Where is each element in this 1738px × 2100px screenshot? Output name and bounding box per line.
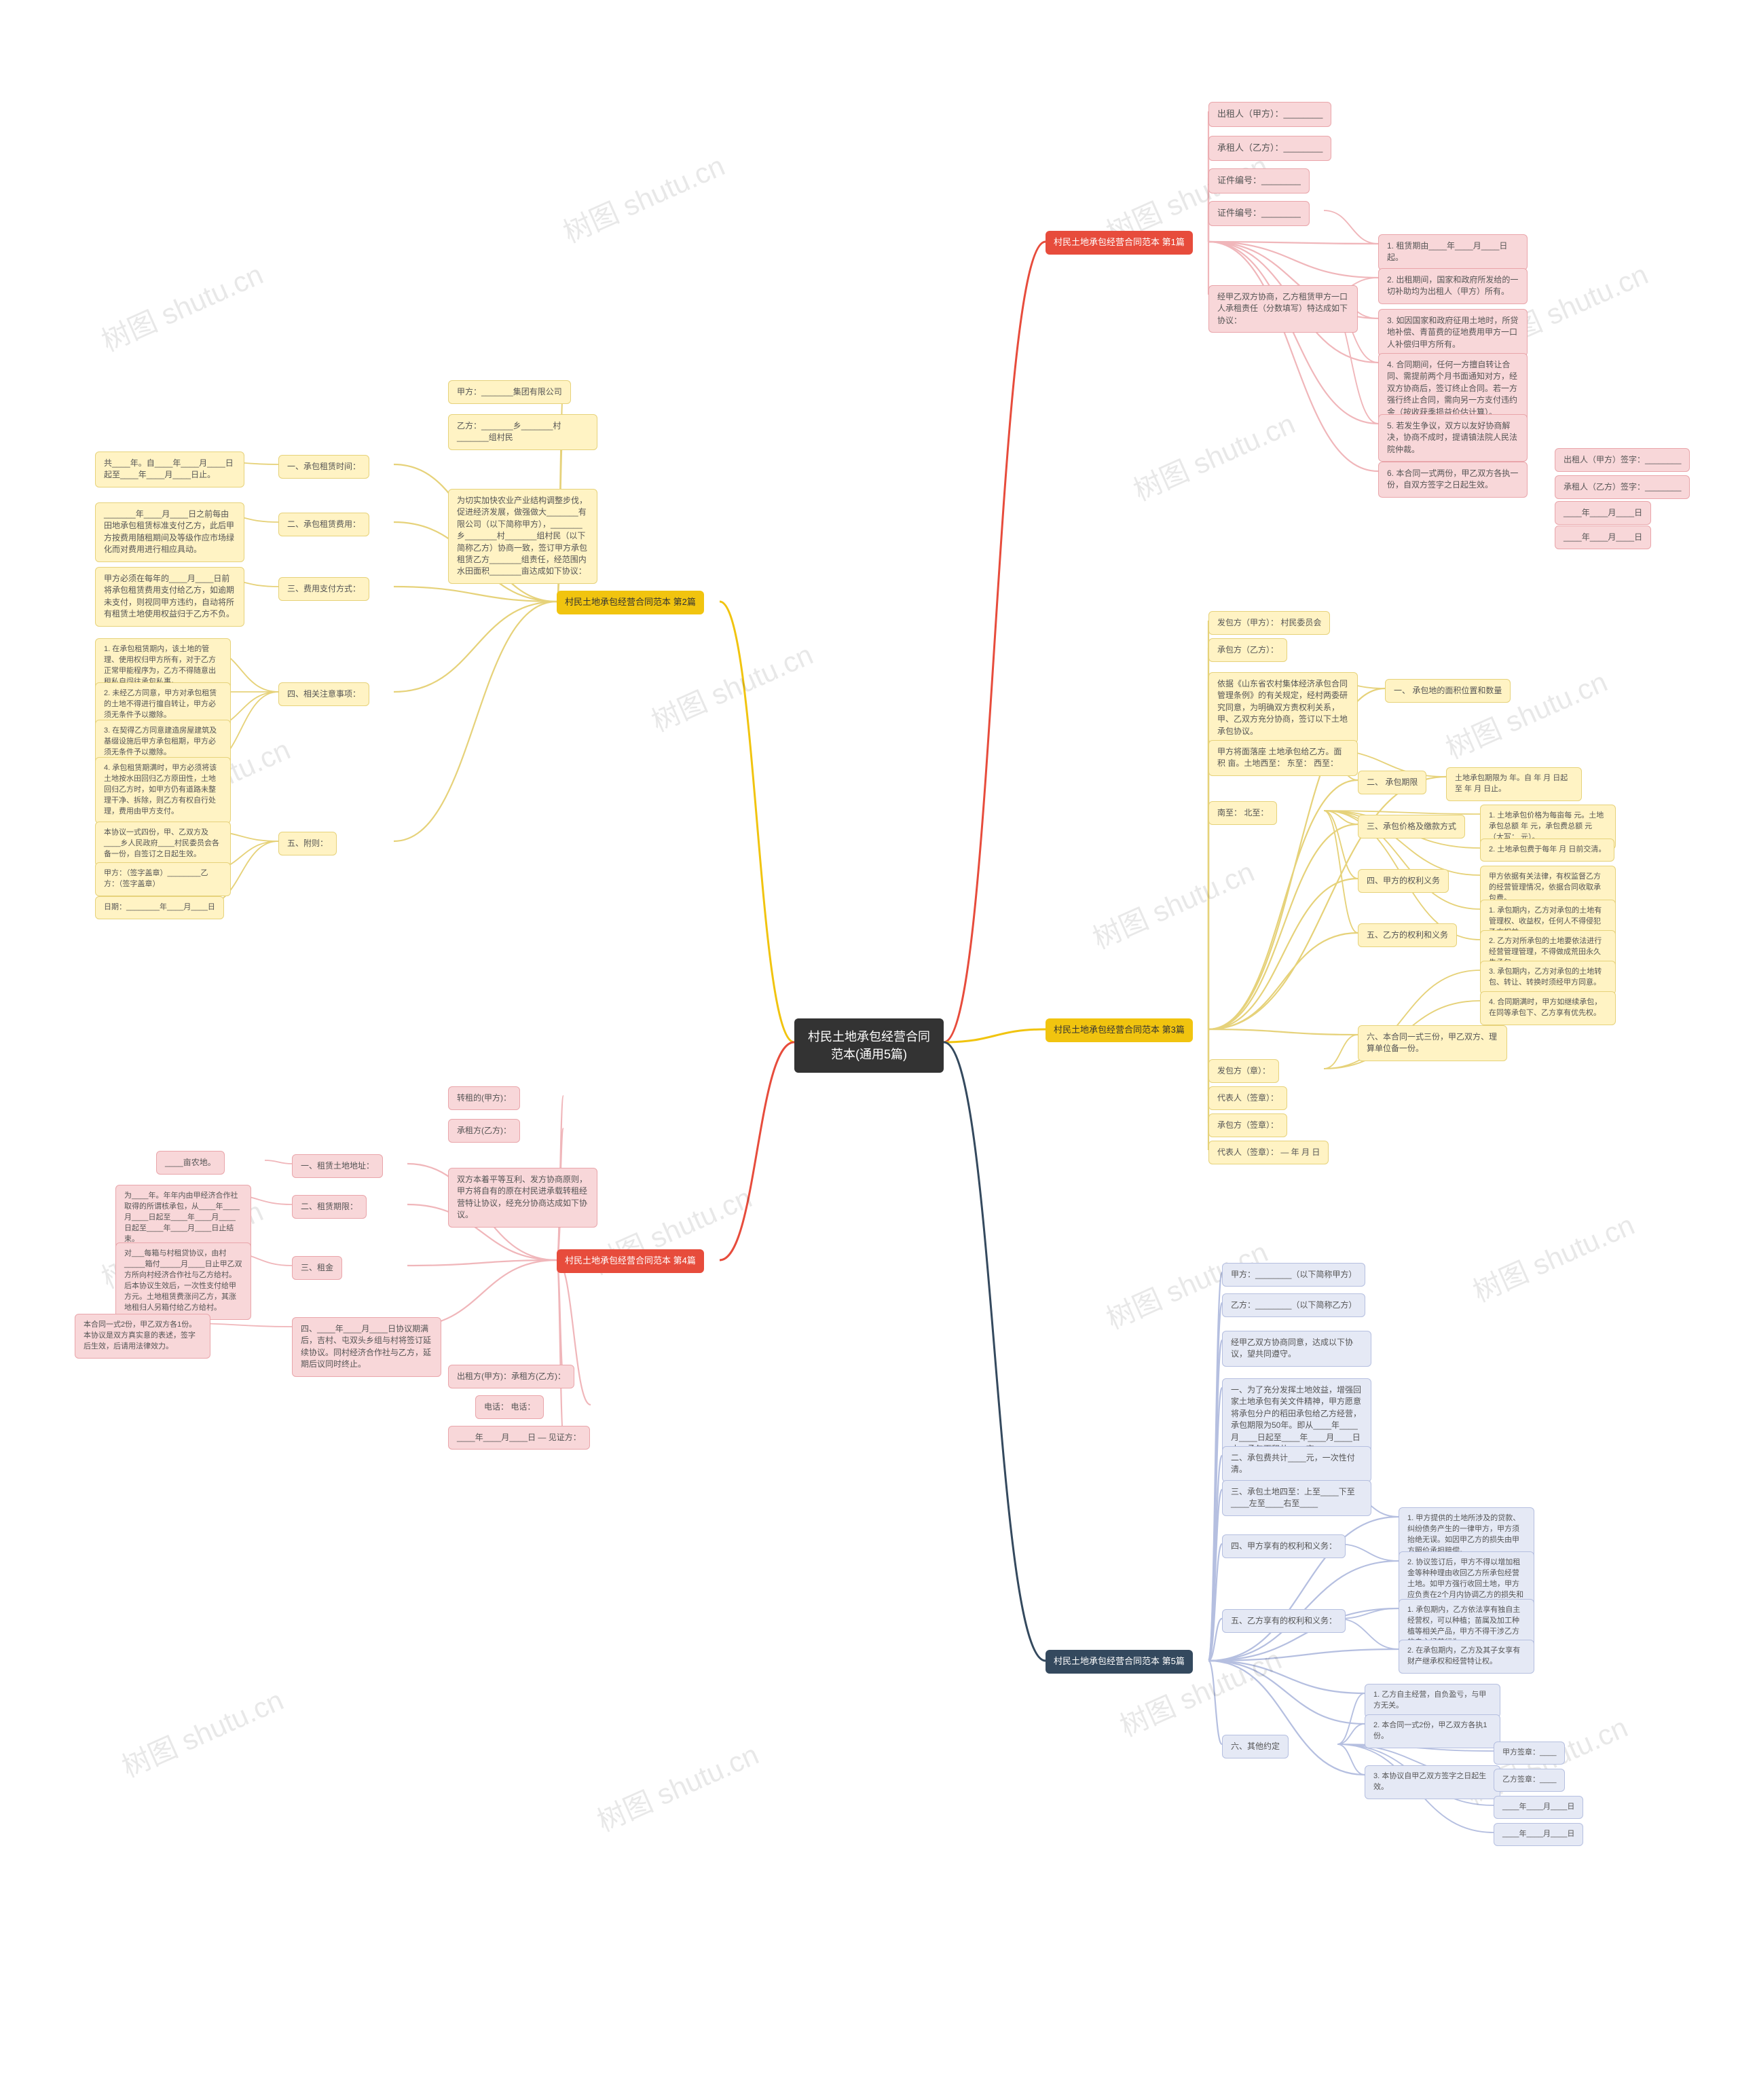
branch-title-1: 村民土地承包经营合同范本 第1篇 — [1046, 231, 1193, 255]
node-3-17: 4. 合同期满时，甲方如继续承包，在同等承包下、乙方享有优先权。 — [1480, 991, 1616, 1025]
node-3-7: 土地承包期限为 年。自 年 月 日起至 年 月 日止。 — [1446, 767, 1582, 801]
node-4-6: 为____年。年年内由甲经济合作社取得的所谓核承包，从____年____月___… — [115, 1185, 251, 1251]
node-5-15: 3. 本协议自甲乙双方签字之日起生效。 — [1365, 1765, 1500, 1799]
node-3-22: 代表人（签章）： — 年 月 日 — [1208, 1141, 1329, 1164]
node-3-6: 二、 承包期限 — [1358, 771, 1426, 794]
node-5-2: 经甲乙双方协商同意，达成以下协议，望共同遵守。 — [1222, 1331, 1371, 1367]
node-3-19: 发包方（章）： — [1208, 1059, 1279, 1083]
node-2-3: 一、承包租赁时间： — [278, 455, 369, 479]
node-4-5: 二、租赁期限： — [292, 1195, 367, 1219]
node-1-6: 2. 出租期间，国家和政府所发给的一切补助均为出租人（甲方）所有。 — [1378, 268, 1528, 304]
node-4-9: 四、____年____月____日协议期满后，吉村、屯双头乡组与村将签订延续协议… — [292, 1317, 441, 1377]
node-5-19: ____年____月____日 — [1494, 1823, 1583, 1846]
node-4-10: 本合同一式2份，甲乙双方各1份。本协议是双方真实意的表述，签字后生效，后请用法律… — [75, 1314, 210, 1359]
node-4-4: ____亩农地。 — [156, 1151, 225, 1175]
node-2-5: 二、承包租赁费用： — [278, 513, 369, 536]
node-3-13: 五、乙方的权利和义务 — [1358, 923, 1457, 947]
node-1-0: 出租人（甲方）：________ — [1208, 102, 1331, 127]
node-2-14: 五、附则： — [278, 832, 337, 855]
node-3-1: 承包方（乙方）： — [1208, 638, 1287, 662]
node-3-5: 南至： 北至： — [1208, 801, 1277, 825]
node-3-0: 发包方（甲方）： 村民委员会 — [1208, 611, 1330, 635]
node-4-13: ____年____月____日 — 见证方： — [448, 1426, 590, 1450]
node-2-13: 4. 承包租赁期满时，甲方必须将该土地按水田回归乙方原田性，土地回归乙方时，如甲… — [95, 757, 231, 824]
node-2-7: 三、费用支付方式： — [278, 577, 369, 601]
node-4-7: 三、租金 — [292, 1256, 342, 1280]
node-4-3: 一、租赁土地地址： — [292, 1154, 383, 1178]
node-1-10: 6. 本合同一式两份，甲乙双方各执一份，自双方签字之日起生效。 — [1378, 462, 1528, 498]
node-3-20: 代表人（签章）： — [1208, 1086, 1287, 1110]
node-1-2: 证件编号：________ — [1208, 168, 1310, 194]
node-4-12: 电话： 电话： — [475, 1395, 544, 1419]
branch-title-4: 村民土地承包经营合同范本 第4篇 — [557, 1249, 704, 1273]
node-2-6: _______年____月____日之前每由田地承包租赁标准支付乙方，此后甲方按… — [95, 502, 244, 562]
branch-title-5: 村民土地承包经营合同范本 第5篇 — [1046, 1650, 1193, 1674]
node-1-11: 出租人（甲方）签字：________ — [1555, 448, 1690, 472]
node-5-0: 甲方：________（以下简称甲方） — [1222, 1263, 1365, 1287]
node-2-16: 甲方：（签字盖章）________乙方：（签字盖章） — [95, 862, 231, 896]
node-4-1: 承租方(乙方)： — [448, 1119, 520, 1143]
node-3-10: 2. 土地承包费于每年 月 日前交清。 — [1480, 839, 1614, 862]
node-5-17: 乙方签章：____ — [1494, 1769, 1565, 1792]
node-2-2: 为切实加快农业产业结构调整步伐，促进经济发展，做强做大_______有限公司（以… — [448, 489, 597, 584]
node-4-0: 转租的(甲方)： — [448, 1086, 520, 1110]
node-5-6: 四、甲方享有的权利和义务： — [1222, 1534, 1346, 1558]
node-2-15: 本协议一式四份，甲、乙双方及____乡人民政府____村民委员会各备一份，自签订… — [95, 822, 231, 866]
node-1-13: ____年____月____日 — [1555, 501, 1651, 525]
node-2-0: 甲方：_______集团有限公司 — [448, 380, 571, 404]
node-3-4: 甲方将面落座 土地承包给乙方。面积 亩。土地西至： 东至： 西至： — [1208, 740, 1358, 776]
node-5-16: 甲方签章：____ — [1494, 1742, 1565, 1765]
node-5-14: 2. 本合同一式2份，甲乙双方各执1份。 — [1365, 1714, 1500, 1748]
node-5-5: 三、承包土地四至：上至____下至____左至____右至____ — [1222, 1480, 1371, 1516]
node-1-14: ____年____月____日 — [1555, 526, 1651, 549]
node-5-18: ____年____月____日 — [1494, 1796, 1583, 1819]
node-5-4: 二、承包费共计____元，一次性付清。 — [1222, 1446, 1371, 1482]
node-1-4: 经甲乙双方协商，乙方租赁甲方一口人承租责任（分数填写）特达成如下协议： — [1208, 285, 1358, 333]
node-3-3: 一、 承包地的面积位置和数量 — [1385, 679, 1511, 703]
node-1-1: 承租人（乙方）：________ — [1208, 136, 1331, 161]
node-4-2: 双方本着平等互利、发方协商原则，甲方将自有的原在村民进承载转租经营特让协议，经充… — [448, 1168, 597, 1228]
node-1-5: 1. 租赁期由____年____月____日起。 — [1378, 234, 1528, 270]
node-3-16: 3. 承包期内，乙方对承包的土地转包、转让、转换时须经甲方同意。 — [1480, 961, 1616, 995]
node-1-9: 5. 若发生争议，双方以友好协商解决，协商不成时，提请镇法院人民法院仲裁。 — [1378, 414, 1528, 462]
node-1-3: 证件编号：________ — [1208, 201, 1310, 226]
node-2-17: 日期：________年____月____日 — [95, 896, 224, 919]
branch-title-3: 村民土地承包经营合同范本 第3篇 — [1046, 1018, 1193, 1042]
node-5-11: 2. 在承包期内，乙方及其子女享有财产继承权和经营特让权。 — [1399, 1640, 1534, 1674]
center-title: 村民土地承包经营合同范本(通用5篇) — [794, 1018, 944, 1073]
node-3-8: 三、承包价格及缴款方式 — [1358, 815, 1465, 839]
node-3-21: 承包方（签章）： — [1208, 1113, 1287, 1137]
node-4-11: 出租方(甲方)：承租方(乙方)： — [448, 1365, 574, 1388]
node-1-7: 3. 如因国家和政府征用土地时，所贷地补偿、青苗费的征地费用甲方一口人补偿归甲方… — [1378, 309, 1528, 356]
node-3-2: 依据《山东省农村集体经济承包合同管理条例》的有关规定，经村两委研究同意，为明确双… — [1208, 672, 1358, 743]
node-2-9: 四、相关注意事项： — [278, 682, 369, 706]
node-3-11: 四、甲方的权利义务 — [1358, 869, 1449, 893]
node-2-1: 乙方：_______乡_______村_______组村民 — [448, 414, 597, 450]
node-3-18: 六、本合同一式三份，甲乙双方、理算单位备一份。 — [1358, 1025, 1507, 1061]
node-5-13: 1. 乙方自主经营，自负盈亏，与甲方无关。 — [1365, 1684, 1500, 1718]
branch-title-2: 村民土地承包经营合同范本 第2篇 — [557, 591, 704, 614]
node-5-12: 六、其他约定 — [1222, 1735, 1289, 1758]
node-5-9: 五、乙方享有的权利和义务： — [1222, 1609, 1346, 1633]
node-2-8: 甲方必须在每年的____月____日前将承包租赁费用支付给乙方，如逾期未支付，则… — [95, 567, 244, 627]
node-4-8: 对___每箱与村租贷协议，由村_____箱付_____月____日止甲乙双方所向… — [115, 1242, 251, 1320]
node-1-12: 承租人（乙方）签字：________ — [1555, 475, 1690, 499]
node-2-4: 共____年。自____年____月____日起至____年____月____日… — [95, 452, 244, 487]
node-5-1: 乙方：________（以下简称乙方） — [1222, 1293, 1365, 1317]
